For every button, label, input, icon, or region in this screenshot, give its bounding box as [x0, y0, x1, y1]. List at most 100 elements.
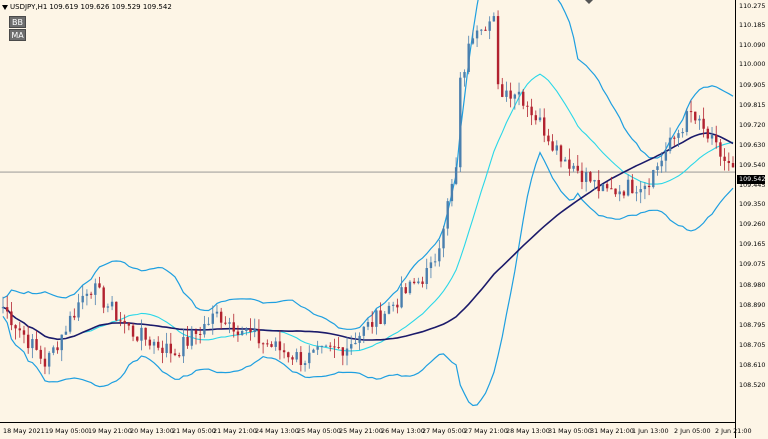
candle-body	[312, 349, 315, 353]
candle-body	[551, 141, 554, 151]
candle-body	[454, 167, 458, 184]
candle-body	[417, 281, 420, 284]
price-tick-label: 108.795	[739, 321, 766, 329]
candle-body	[358, 335, 361, 343]
candle-body	[278, 341, 282, 351]
candle-body	[522, 91, 525, 106]
price-tick-label: 110.090	[739, 41, 766, 49]
ohlc-values: 109.619 109.626 109.529 109.542	[49, 3, 172, 11]
candle-body	[173, 353, 177, 356]
candle-body	[228, 322, 231, 324]
bb-middle-band	[2, 73, 734, 352]
time-tick-label: 25 May 05:00	[297, 427, 341, 435]
time-tick-label: 21 May 21:00	[213, 427, 257, 435]
candle-body	[631, 179, 634, 194]
candle-body	[706, 128, 710, 139]
candle-body	[186, 337, 189, 346]
candle-body	[81, 295, 84, 303]
time-tick-label: 24 May 13:00	[255, 427, 299, 435]
candle-body	[404, 287, 407, 294]
time-tick-label: 25 May 21:00	[339, 427, 383, 435]
candle-body	[316, 346, 319, 350]
candle-body	[694, 111, 697, 121]
candle-body	[656, 166, 659, 170]
ma-indicator-button[interactable]: MA	[9, 29, 26, 41]
candle-body	[324, 345, 328, 347]
bb-indicator-button[interactable]: BB	[9, 16, 26, 28]
chart-shift-marker-icon[interactable]	[585, 0, 593, 4]
candle-body	[526, 105, 529, 107]
candle-body	[123, 320, 126, 324]
time-tick-label: 2 Jun 21:00	[715, 427, 752, 435]
time-tick-label: 20 May 13:00	[130, 427, 174, 435]
price-tick-label: 109.350	[739, 200, 766, 208]
candle-body	[52, 347, 55, 353]
candle-body	[257, 329, 261, 344]
time-tick-label: 18 May 2021	[3, 427, 45, 435]
candle-body	[68, 315, 72, 332]
candle-body	[270, 344, 273, 347]
candle-body	[64, 331, 68, 335]
candle-body	[379, 310, 382, 324]
time-axis[interactable]: 18 May 2021 19 May 05:00 19 May 21:00 20 Ma…	[0, 422, 752, 439]
candle-body	[190, 330, 193, 346]
candle-body	[366, 322, 370, 327]
candle-body	[547, 135, 550, 142]
candle-body	[94, 283, 97, 295]
price-tick-label: 110.275	[739, 2, 766, 10]
candle-body	[421, 281, 424, 284]
candle-body	[383, 313, 386, 324]
candle-body	[715, 135, 718, 143]
candle-body	[333, 346, 336, 348]
candle-body	[408, 281, 412, 294]
symbol-label: USDJPY,H1	[10, 3, 48, 11]
time-tick-label: 1 Jun 13:00	[632, 427, 669, 435]
price-tick-label: 108.705	[739, 341, 766, 349]
moving-average-line	[2, 132, 734, 341]
candle-body	[517, 91, 521, 95]
time-tick-label: 2 Jun 05:00	[674, 427, 711, 435]
candle-body	[601, 184, 605, 192]
price-axis[interactable]: 110.275 110.185 110.090 110.000 109.905 109.8…	[735, 0, 768, 438]
candle-body	[538, 117, 542, 121]
candle-body	[169, 343, 173, 354]
candle-body	[639, 189, 642, 193]
price-tick-label: 109.905	[739, 81, 766, 89]
price-tick-label: 110.000	[739, 60, 766, 68]
candle-body	[266, 343, 269, 345]
candle-body	[89, 293, 93, 295]
candle-body	[77, 302, 80, 318]
time-tick-label: 31 May 05:00	[548, 427, 592, 435]
dropdown-triangle-icon[interactable]	[2, 4, 8, 10]
candle-body	[652, 169, 655, 188]
candle-body	[387, 305, 391, 314]
candle-body	[106, 306, 110, 308]
candle-body	[488, 21, 491, 31]
candle-body	[484, 29, 487, 31]
candle-body	[131, 325, 135, 337]
candle-body	[685, 111, 689, 132]
candle-body	[622, 191, 626, 196]
candle-body	[702, 118, 705, 129]
candle-body	[396, 304, 399, 308]
candle-body	[475, 30, 479, 39]
time-tick-label: 21 May 05:00	[172, 427, 216, 435]
candle-body	[563, 159, 567, 162]
time-tick-label: 19 May 21:00	[88, 427, 132, 435]
candle-body	[308, 352, 311, 364]
candle-body	[681, 131, 684, 134]
time-tick-label: 19 May 05:00	[45, 427, 89, 435]
candle-body	[501, 84, 504, 97]
candle-body	[5, 307, 9, 312]
price-chart[interactable]	[0, 0, 735, 422]
time-tick-label: 27 May 05:00	[422, 427, 466, 435]
candle-body	[664, 151, 668, 161]
candle-body	[39, 349, 42, 359]
candle-body	[698, 118, 701, 121]
candle-body	[219, 311, 223, 323]
candle-body	[148, 339, 152, 346]
candle-body	[555, 145, 558, 151]
candle-body	[580, 170, 584, 182]
candle-body	[22, 330, 26, 335]
